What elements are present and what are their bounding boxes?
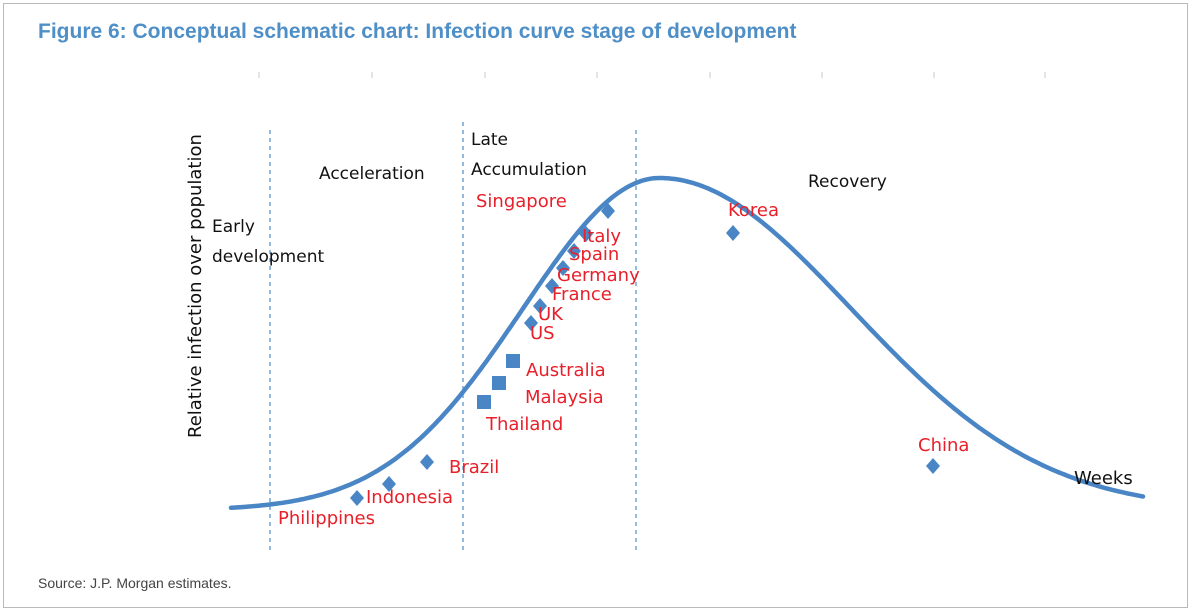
phase-label-early: Early xyxy=(212,217,255,237)
country-label-uk: UK xyxy=(538,304,564,325)
country-label-china: China xyxy=(918,435,969,456)
phase-label-late-cont: Accumulation xyxy=(471,160,587,180)
phase-label-late: Late xyxy=(471,130,508,150)
top-tick-marks xyxy=(258,72,1046,78)
marker-malaysia xyxy=(492,376,506,390)
figure-title: Figure 6: Conceptual schematic chart: In… xyxy=(38,20,797,43)
country-label-korea: Korea xyxy=(728,200,779,221)
marker-china xyxy=(926,458,940,474)
marker-australia xyxy=(506,354,520,368)
country-label-germany: Germany xyxy=(557,265,640,286)
phase-label-early-line1: Early xyxy=(212,217,255,237)
marker-singapore xyxy=(601,203,615,219)
marker-italy xyxy=(579,226,593,242)
y-axis-title: Relative infection over population xyxy=(185,134,206,438)
country-label-france: France xyxy=(552,284,612,305)
country-markers xyxy=(350,203,940,506)
country-label-italy: Italy xyxy=(582,226,621,247)
country-label-malaysia: Malaysia xyxy=(525,387,604,408)
country-label-australia: Australia xyxy=(526,360,606,381)
marker-uk xyxy=(533,298,547,314)
marker-korea xyxy=(726,225,740,241)
phase-label-early-cont: development xyxy=(212,247,324,267)
country-label-indonesia: Indonesia xyxy=(366,487,453,508)
phase-dividers xyxy=(269,122,637,550)
source-note: Source: J.P. Morgan estimates. xyxy=(38,575,232,591)
phase-label-late-line1: Late xyxy=(471,130,508,150)
marker-brazil xyxy=(420,454,434,470)
marker-spain xyxy=(567,243,581,259)
phase-label-acceleration: Acceleration xyxy=(319,164,425,184)
marker-us xyxy=(524,315,538,331)
infection-curve xyxy=(228,175,1146,511)
phase-label-early-line2: development xyxy=(212,247,324,267)
x-axis-title: Weeks xyxy=(1074,468,1133,489)
marker-germany xyxy=(556,260,570,276)
country-label-spain: Spain xyxy=(569,244,619,265)
marker-france xyxy=(545,278,559,294)
country-label-philippines: Philippines xyxy=(278,508,375,529)
country-label-singapore: Singapore xyxy=(476,191,567,212)
marker-thailand xyxy=(477,395,491,409)
marker-indonesia xyxy=(382,476,396,492)
country-label-thailand: Thailand xyxy=(485,414,563,435)
country-label-us: US xyxy=(530,323,555,344)
phase-label-late-line2: Accumulation xyxy=(471,160,587,180)
figure-frame xyxy=(3,3,1188,608)
phase-label-recovery: Recovery xyxy=(808,172,887,192)
country-label-brazil: Brazil xyxy=(449,457,499,478)
marker-philippines xyxy=(350,490,364,506)
